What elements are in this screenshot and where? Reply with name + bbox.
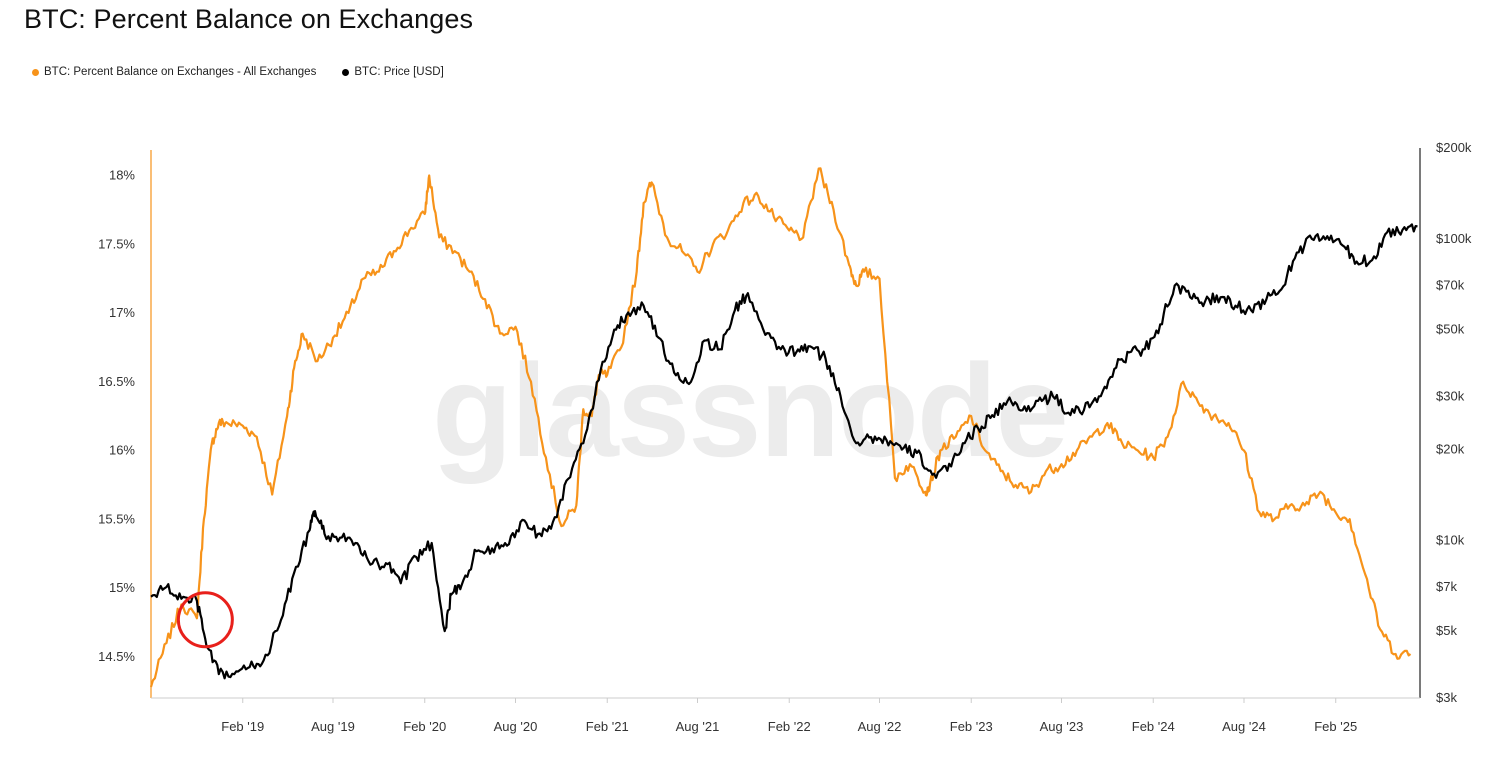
legend: BTC: Percent Balance on Exchanges - All …: [32, 66, 470, 78]
x-tick-label: Feb '22: [768, 719, 811, 734]
y-left-tick-label: 16.5%: [98, 374, 135, 389]
annotation-layer: [176, 591, 234, 649]
x-tick-label: Feb '24: [1132, 719, 1175, 734]
y-left-tick-label: 16%: [109, 443, 135, 458]
axes: 18% 17.5% 17% 16.5% 16% 15.5% 15% 14.5% $200k $10…: [98, 140, 1472, 734]
y-right-tick-label: $10k: [1436, 532, 1465, 547]
legend-item-price[interactable]: BTC: Price [USD]: [342, 66, 444, 78]
y-right-tick-label: $7k: [1436, 579, 1457, 594]
x-tick-label: Aug '22: [858, 719, 902, 734]
y-right-tick-label: $20k: [1436, 442, 1465, 457]
legend-label-exchange-balance: BTC: Percent Balance on Exchanges - All …: [44, 66, 317, 78]
y-right-tick-label: $200k: [1436, 140, 1472, 155]
x-tick-label: Aug '24: [1222, 719, 1266, 734]
x-tick-label: Feb '21: [586, 719, 629, 734]
y-right-tick-label: $5k: [1436, 623, 1457, 638]
highlight-circle: [176, 591, 234, 649]
series-line-exchange-balance: [149, 167, 1412, 688]
y-left-tick-label: 18%: [109, 168, 135, 183]
legend-label-price: BTC: Price [USD]: [354, 66, 444, 78]
y-left-tick-label: 17%: [109, 305, 135, 320]
y-right-tick-label: $70k: [1436, 277, 1465, 292]
x-tick-label: Aug '19: [311, 719, 355, 734]
y-right-tick-label: $30k: [1436, 388, 1465, 403]
y-left-tick-label: 15.5%: [98, 511, 135, 526]
y-left-tick-label: 15%: [109, 580, 135, 595]
x-tick-label: Aug '20: [494, 719, 538, 734]
series-line-price: [150, 223, 1418, 680]
x-tick-label: Feb '20: [403, 719, 446, 734]
page-title: BTC: Percent Balance on Exchanges: [24, 4, 474, 34]
legend-dot-black: [342, 68, 350, 76]
y-left-tick-label: 17.5%: [98, 236, 135, 251]
legend-item-exchange-balance[interactable]: BTC: Percent Balance on Exchanges - All …: [32, 66, 316, 78]
chart-card: [4, 2, 1496, 780]
x-tick-label: Feb '25: [1314, 719, 1357, 734]
series-layer: [149, 167, 1418, 688]
legend-dot-orange: [32, 68, 39, 76]
watermark-text: glassnode: [432, 337, 1067, 484]
y-right-tick-label: $3k: [1436, 690, 1457, 705]
y-right-tick-label: $50k: [1436, 322, 1465, 337]
x-tick-label: Aug '21: [676, 719, 720, 734]
x-tick-label: Feb '23: [950, 719, 993, 734]
y-left-tick-label: 14.5%: [98, 649, 135, 664]
x-tick-label: Feb '19: [221, 719, 264, 734]
x-tick-label: Aug '23: [1040, 719, 1084, 734]
y-right-tick-label: $100k: [1436, 231, 1472, 246]
